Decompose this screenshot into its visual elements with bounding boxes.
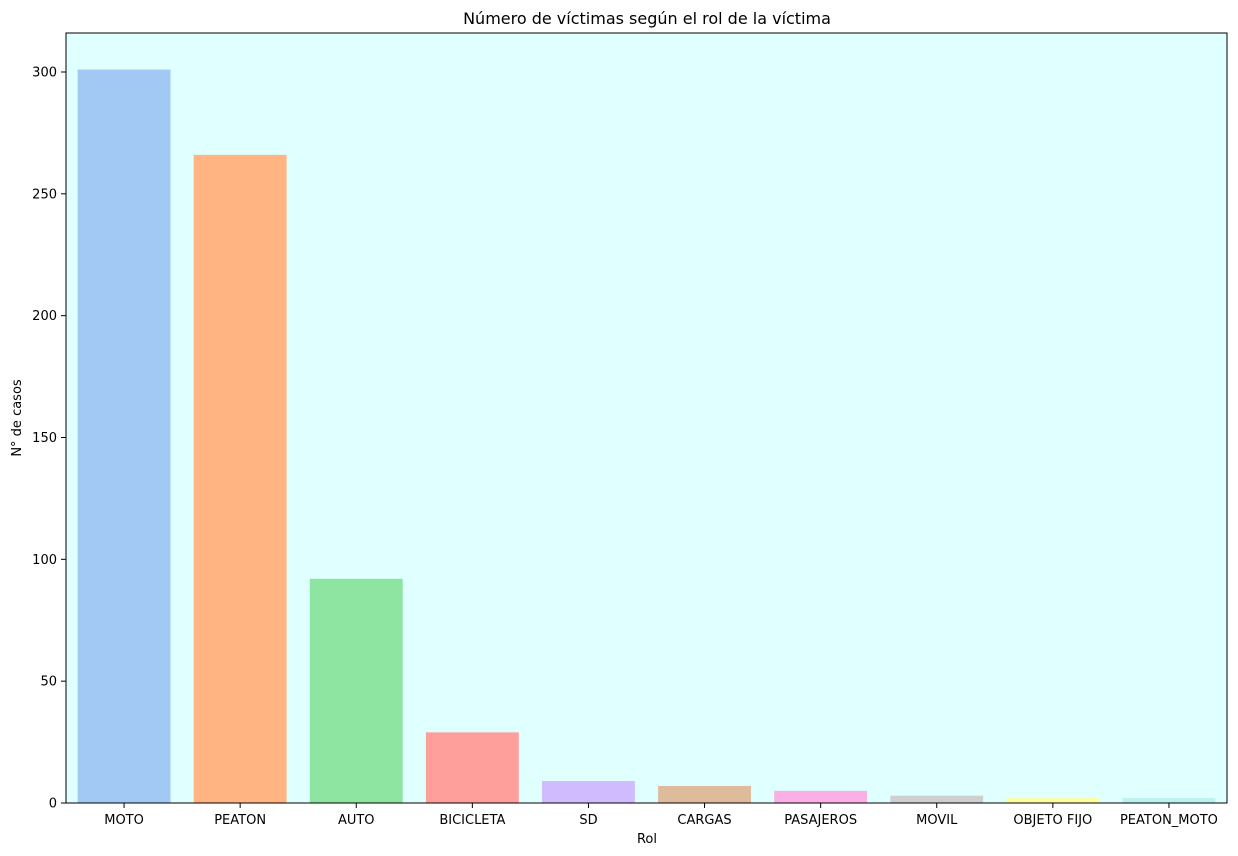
y-tick-label: 0 bbox=[49, 797, 57, 812]
x-tick-label: MOTO bbox=[104, 813, 144, 828]
bar-pasajeros bbox=[774, 790, 868, 803]
y-tick-label: 100 bbox=[32, 553, 57, 568]
y-tick-label: 150 bbox=[32, 431, 57, 446]
bar-peaton bbox=[193, 154, 287, 803]
x-tick-label: PASAJEROS bbox=[784, 813, 857, 828]
bar-auto bbox=[309, 578, 403, 803]
bar-sd bbox=[542, 781, 635, 803]
x-tick-label: PEATON_MOTO bbox=[1120, 813, 1218, 828]
chart-title: Número de víctimas según el rol de la ví… bbox=[463, 9, 831, 28]
bar-peaton-moto bbox=[1122, 798, 1216, 803]
bar-cargas bbox=[658, 785, 751, 803]
y-tick-label: 50 bbox=[40, 675, 57, 690]
y-tick-label: 300 bbox=[32, 65, 57, 80]
axes-frame bbox=[65, 32, 1228, 804]
x-tick-label: SD bbox=[579, 813, 597, 828]
x-tick-label: MOVIL bbox=[916, 813, 958, 828]
bar-objeto-fijo bbox=[1006, 798, 1100, 803]
bar-movil bbox=[890, 795, 984, 803]
y-axis-title: N° de casos bbox=[10, 379, 25, 457]
plot-area: MOTO PEATON AUTO BICICLETA SD CARGAS PASAJEROS… bbox=[32, 32, 1228, 828]
x-tick-label: BICICLETA bbox=[439, 813, 505, 828]
x-tick-label: OBJETO FIJO bbox=[1013, 813, 1092, 828]
x-tick-label: PEATON bbox=[214, 813, 266, 828]
x-tick-label: AUTO bbox=[338, 813, 375, 828]
bar-bicicleta bbox=[425, 732, 519, 803]
x-tick-label: CARGAS bbox=[677, 813, 731, 828]
y-tick-label: 200 bbox=[32, 309, 57, 324]
bar-moto bbox=[77, 69, 171, 803]
x-axis-title: Rol bbox=[637, 832, 657, 847]
y-tick-label: 250 bbox=[32, 187, 57, 202]
